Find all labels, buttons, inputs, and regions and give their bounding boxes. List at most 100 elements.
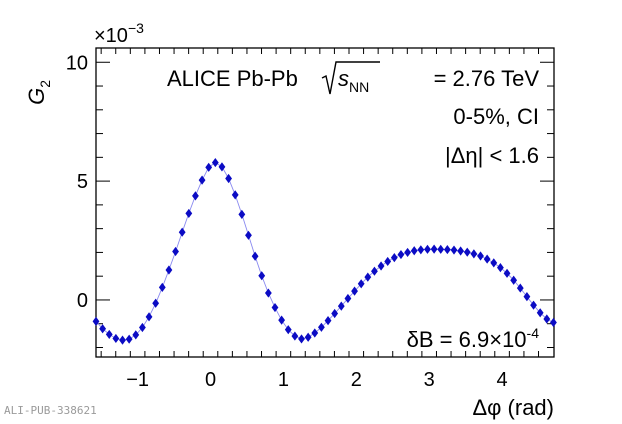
data-point <box>139 322 146 333</box>
data-point <box>331 308 339 319</box>
data-point <box>357 279 365 289</box>
data-point <box>105 329 113 340</box>
data-point <box>198 175 206 185</box>
y-axis-label: G2 <box>24 80 53 105</box>
data-point <box>318 322 325 332</box>
data-point <box>185 208 193 219</box>
data-point <box>231 190 239 200</box>
data-point <box>165 265 173 275</box>
data-point <box>490 258 498 268</box>
x-tick-label: −1 <box>126 369 149 391</box>
annotation-eta-gap: |Δη| < 1.6 <box>445 143 539 168</box>
publication-watermark: ALI-PUB-338621 <box>4 404 97 417</box>
data-point <box>437 244 445 254</box>
sqrt-sign <box>321 61 380 95</box>
data-point <box>258 271 266 281</box>
y-tick-label: 0 <box>77 290 88 312</box>
data-point <box>132 330 140 340</box>
data-point <box>324 316 332 326</box>
data-point <box>530 300 537 310</box>
data-point <box>211 157 219 168</box>
data-point <box>543 314 551 324</box>
data-point <box>384 256 392 267</box>
annotation-centrality: 0-5%, CI <box>453 104 539 129</box>
x-tick-label: 3 <box>424 369 435 391</box>
x-tick-label: 1 <box>278 369 289 391</box>
data-point <box>178 227 186 237</box>
x-tick-labels: −1 0 1 2 3 4 <box>126 369 507 391</box>
annotation-experiment-prefix: ALICE Pb-Pb <box>167 66 298 91</box>
data-point <box>417 245 425 255</box>
data-point <box>536 308 544 318</box>
data-point <box>125 334 133 344</box>
data-point <box>271 302 279 313</box>
data-point <box>457 246 465 256</box>
data-point <box>344 293 352 304</box>
data-point <box>112 333 120 344</box>
data-point <box>304 332 312 342</box>
data-point <box>477 251 484 261</box>
data-point <box>337 301 345 311</box>
y-tick-label: 10 <box>66 52 88 74</box>
x-tick-label: 2 <box>351 369 362 391</box>
data-point <box>291 331 299 341</box>
data-point <box>92 316 100 326</box>
data-point <box>371 266 378 276</box>
data-point <box>390 253 398 263</box>
y-multiplier: ×10−3 <box>94 20 144 47</box>
data-point <box>172 246 179 257</box>
data-point <box>225 173 232 184</box>
data-point <box>377 261 385 271</box>
y-tick-label: 5 <box>77 171 88 193</box>
data-point <box>298 334 305 344</box>
data-point <box>404 247 411 258</box>
y-axis-label-sub: 2 <box>37 80 53 88</box>
data-point <box>510 275 518 285</box>
x-tick-label: 0 <box>205 369 216 391</box>
axis-ticks <box>96 48 554 357</box>
data-point <box>278 315 286 325</box>
data-point <box>443 244 451 255</box>
data-point <box>251 251 259 261</box>
series-points <box>92 157 557 345</box>
data-point <box>523 292 531 302</box>
annotation-delta-b: δB = 6.9×10-4 <box>407 325 540 352</box>
annotation-delta-b-exp: -4 <box>527 325 540 341</box>
series-line <box>95 162 554 341</box>
data-point <box>497 263 504 273</box>
data-point <box>450 245 458 255</box>
annotation-energy: = 2.76 TeV <box>434 66 540 91</box>
data-point <box>516 283 524 293</box>
x-axis-label: Δφ (rad) <box>472 395 554 420</box>
data-point <box>424 244 431 254</box>
data-point <box>470 249 478 259</box>
data-point <box>238 209 246 219</box>
data-point <box>264 288 272 298</box>
data-point <box>119 335 126 345</box>
data-point <box>311 328 319 338</box>
data-point <box>351 286 358 296</box>
data-point <box>483 254 491 264</box>
data-point <box>503 268 511 278</box>
data-point <box>430 244 438 254</box>
x-tick-label: 4 <box>497 369 508 391</box>
y-multiplier-exp: −3 <box>128 20 144 36</box>
data-point <box>364 272 372 282</box>
data-point <box>218 162 226 172</box>
annotation-sqrt-s: sNN <box>338 66 369 95</box>
data-point <box>284 325 292 335</box>
data-point <box>245 230 252 240</box>
data-point <box>158 282 166 292</box>
data-point <box>152 298 160 308</box>
plot-frame <box>95 47 555 358</box>
data-point <box>192 191 199 201</box>
data-point <box>99 324 107 334</box>
data-point <box>550 317 557 328</box>
data-point <box>145 312 153 322</box>
annotation-sqrt-sub: NN <box>349 79 369 95</box>
data-point <box>205 162 213 172</box>
data-point <box>397 249 405 260</box>
y-tick-labels: 0 5 10 <box>66 52 88 312</box>
data-point <box>410 246 418 256</box>
